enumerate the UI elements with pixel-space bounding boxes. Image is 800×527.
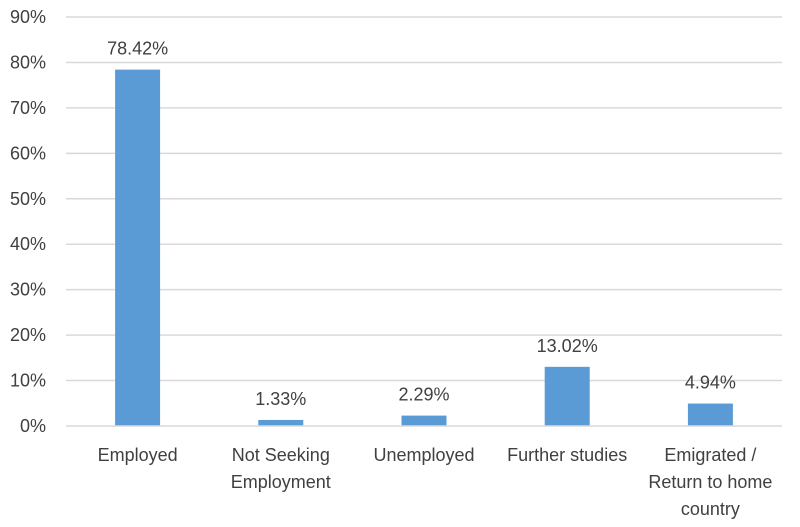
x-tick-label: Emigrated / Return to home country	[648, 445, 772, 519]
data-label: 13.02%	[537, 336, 598, 356]
y-tick-label: 50%	[10, 189, 46, 209]
data-label: 4.94%	[685, 373, 736, 393]
x-tick-label: Employed	[98, 445, 178, 465]
data-labels: 78.42% 1.33% 2.29% 13.02% 4.94%	[107, 39, 736, 409]
gridlines	[66, 16, 782, 382]
x-tick-label: Unemployed	[373, 445, 474, 465]
bar	[115, 69, 161, 426]
bar	[544, 366, 590, 426]
y-axis: 0% 10% 20% 30% 40% 50% 60% 70% 80% 90%	[10, 7, 46, 436]
y-tick-label: 30%	[10, 280, 46, 300]
y-tick-label: 90%	[10, 7, 46, 27]
y-tick-label: 70%	[10, 98, 46, 118]
y-tick-label: 0%	[20, 416, 46, 436]
data-label: 2.29%	[398, 385, 449, 405]
bar	[401, 415, 447, 426]
data-label: 78.42%	[107, 39, 168, 59]
data-label: 1.33%	[255, 389, 306, 409]
x-tick-label: Not Seeking Employment	[231, 445, 331, 492]
y-tick-label: 80%	[10, 52, 46, 72]
y-tick-label: 40%	[10, 234, 46, 254]
x-tick-label: Further studies	[507, 445, 627, 465]
y-tick-label: 10%	[10, 371, 46, 391]
bar	[258, 419, 304, 426]
y-tick-label: 20%	[10, 325, 46, 345]
x-axis: Employed Not Seeking Employment Unemployed F…	[66, 425, 782, 519]
bar	[687, 403, 733, 426]
bars	[115, 69, 733, 426]
y-tick-label: 60%	[10, 143, 46, 163]
